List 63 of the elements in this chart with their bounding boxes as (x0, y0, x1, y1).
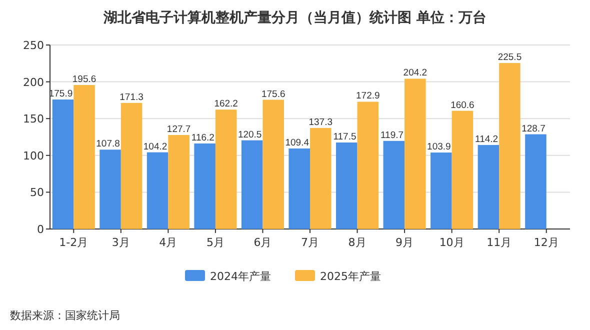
bar (100, 150, 121, 229)
y-tick-label: 100 (23, 149, 44, 162)
y-tick-label: 200 (23, 76, 44, 89)
bar (52, 100, 74, 229)
data-label: 104.2 (143, 141, 168, 152)
data-label: 127.7 (166, 124, 191, 136)
data-label: 225.5 (498, 52, 522, 64)
bar (262, 100, 284, 229)
data-label: 120.5 (238, 129, 262, 140)
x-tick-label: 9月 (396, 236, 414, 249)
bar (310, 128, 332, 229)
bar (168, 135, 190, 229)
source-note: 数据来源：国家统计局 (10, 309, 120, 322)
y-tick-label: 0 (37, 223, 44, 236)
bar (525, 134, 546, 229)
bar (430, 152, 452, 229)
bar (146, 152, 168, 229)
x-tick-label: 1-2月 (59, 236, 88, 249)
data-label: 114.2 (475, 134, 498, 145)
data-label: 175.9 (48, 88, 73, 100)
bar (452, 110, 474, 229)
data-label: 171.3 (120, 92, 144, 103)
bar (404, 78, 426, 229)
bar (357, 102, 379, 229)
bar (194, 143, 216, 229)
data-label: 119.7 (380, 130, 404, 141)
legend-label: 2025年产量 (320, 270, 381, 283)
data-label: 204.2 (403, 68, 428, 79)
x-tick-label: 11月 (486, 236, 512, 249)
data-label: 195.6 (72, 74, 96, 86)
data-label: 109.4 (285, 137, 309, 148)
x-tick-label: 8月 (348, 236, 366, 249)
bar (478, 144, 500, 229)
x-tick-label: 10月 (439, 236, 464, 249)
chart-title: 湖北省电子计算机整机产量分月（当月值）统计图 单位：万台 (102, 9, 486, 26)
x-tick-label: 4月 (159, 236, 178, 249)
data-label: 175.6 (261, 88, 286, 100)
data-label: 172.9 (356, 90, 380, 102)
legend-label: 2024年产量 (210, 270, 271, 283)
y-tick-label: 50 (30, 186, 44, 200)
bar (383, 140, 405, 229)
bar (336, 142, 358, 229)
data-label: 160.6 (450, 100, 474, 111)
bar (499, 63, 520, 229)
y-tick-label: 150 (23, 112, 44, 126)
data-label: 162.2 (214, 98, 238, 110)
x-tick-label: 5月 (206, 236, 224, 249)
bar (215, 110, 237, 229)
data-label: 116.2 (191, 132, 214, 144)
data-label: 128.7 (522, 123, 546, 134)
bar (120, 102, 142, 229)
x-tick-label: 6月 (254, 236, 272, 249)
x-tick-label: 12月 (534, 236, 559, 249)
x-tick-label: 7月 (301, 236, 319, 249)
bar (241, 140, 263, 229)
data-label: 137.3 (308, 116, 333, 128)
y-tick-label: 250 (23, 39, 44, 52)
data-label: 107.8 (96, 138, 120, 150)
bar (74, 85, 95, 229)
data-label: 117.5 (333, 132, 356, 143)
data-label: 103.9 (427, 142, 451, 153)
bar (288, 148, 310, 229)
x-tick-label: 3月 (112, 236, 130, 249)
